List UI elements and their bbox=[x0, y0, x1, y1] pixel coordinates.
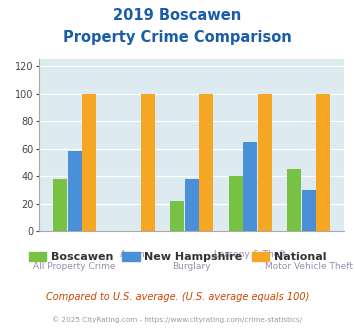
Bar bbox=[229, 176, 242, 231]
Legend: Boscawen, New Hampshire, National: Boscawen, New Hampshire, National bbox=[24, 248, 331, 267]
Text: Property Crime Comparison: Property Crime Comparison bbox=[63, 30, 292, 45]
Bar bbox=[287, 169, 301, 231]
Bar bbox=[316, 94, 331, 231]
Text: All Property Crime: All Property Crime bbox=[33, 262, 116, 271]
Bar bbox=[170, 201, 184, 231]
Bar bbox=[82, 94, 96, 231]
Bar bbox=[243, 142, 257, 231]
Bar bbox=[258, 94, 272, 231]
Text: 2019 Boscawen: 2019 Boscawen bbox=[113, 8, 242, 23]
Bar bbox=[185, 179, 199, 231]
Text: Burglary: Burglary bbox=[173, 262, 211, 271]
Bar bbox=[53, 179, 67, 231]
Text: © 2025 CityRating.com - https://www.cityrating.com/crime-statistics/: © 2025 CityRating.com - https://www.city… bbox=[53, 317, 302, 323]
Text: Larceny & Theft: Larceny & Theft bbox=[214, 250, 286, 259]
Bar bbox=[302, 190, 316, 231]
Text: Motor Vehicle Theft: Motor Vehicle Theft bbox=[265, 262, 353, 271]
Bar bbox=[141, 94, 155, 231]
Text: Compared to U.S. average. (U.S. average equals 100): Compared to U.S. average. (U.S. average … bbox=[46, 292, 309, 302]
Text: Arson: Arson bbox=[120, 250, 146, 259]
Bar bbox=[67, 151, 82, 231]
Bar bbox=[199, 94, 213, 231]
